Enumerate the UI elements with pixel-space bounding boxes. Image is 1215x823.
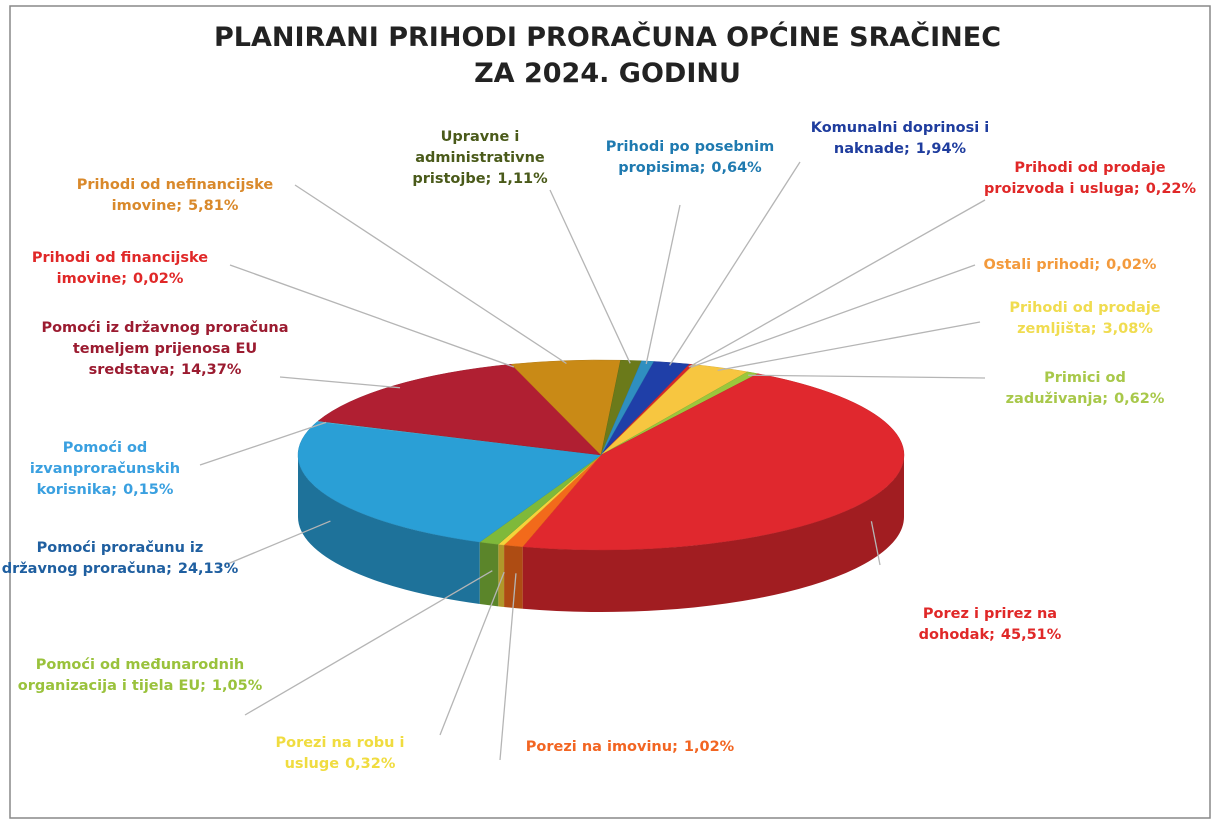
label-name: Ostali prihodi; xyxy=(983,257,1101,273)
data-label: Upravne i administrativne pristojbe; 1,11… xyxy=(380,127,580,190)
slice-side xyxy=(504,545,523,609)
chart-title: PLANIRANI PRIHODI PRORAČUNA OPĆINE SRAČI… xyxy=(213,22,1002,53)
label-value: 0,15% xyxy=(123,482,174,498)
data-label: Primici od zaduživanja; 0,62% xyxy=(970,368,1200,410)
label-value: 1,11% xyxy=(497,171,548,187)
slice-side xyxy=(298,455,480,605)
label-value: 1,94% xyxy=(915,141,967,157)
label-name: Prihodi od nefinancijske imovine; xyxy=(76,177,274,214)
data-label: Pomoći od međunarodnih organizacija i ti… xyxy=(15,655,265,697)
label-value: 3,08% xyxy=(1102,321,1153,337)
data-label: Prihodi od prodaje zemljišta; 3,08% xyxy=(980,298,1190,340)
label-name: Pomoći iz državnog proračuna temeljem pr… xyxy=(41,320,289,378)
label-value: 45,51% xyxy=(1000,627,1062,643)
data-label: Ostali prihodi; 0,02% xyxy=(955,255,1185,276)
data-label: Porezi na imovinu; 1,02% xyxy=(500,737,760,758)
leader-line xyxy=(199,421,327,466)
slice xyxy=(600,360,655,456)
data-label: Pomoći iz državnog proračuna temeljem pr… xyxy=(35,318,295,381)
leader-line xyxy=(439,571,505,736)
data-label: Porez i prirez na dohodak; 45,51% xyxy=(880,604,1100,646)
label-name: Komunalni doprinosi i naknade; xyxy=(810,120,990,157)
leader-line xyxy=(229,264,515,368)
slice-side xyxy=(479,542,499,607)
leader-line xyxy=(499,573,517,761)
leader-line xyxy=(748,374,986,379)
label-name: Porezi na imovinu; xyxy=(525,739,678,755)
leader-line xyxy=(870,521,881,566)
data-label: Porezi na robu i usluge 0,32% xyxy=(225,733,455,775)
leader-line xyxy=(690,264,976,368)
data-label: Pomoći proračunu iz državnog proračuna; 2… xyxy=(0,538,240,580)
label-name: Porezi na robu i usluge xyxy=(275,735,405,772)
label-name: Pomoći od međunarodnih organizacija i ti… xyxy=(17,657,245,694)
label-name: Upravne i administrativne pristojbe; xyxy=(412,129,545,187)
label-value: 1,05% xyxy=(211,678,263,694)
label-value: 0,32% xyxy=(345,756,396,772)
slice-side xyxy=(498,544,505,608)
leader-line xyxy=(549,189,631,364)
label-value: 0,22% xyxy=(1145,181,1197,197)
data-label: Komunalni doprinosi i naknade; 1,94% xyxy=(780,118,1020,160)
leader-line xyxy=(279,376,401,389)
slice-side xyxy=(522,455,904,613)
data-label: Pomoći od izvanproračunskih korisnika; 0,… xyxy=(5,438,205,501)
label-name: Primici od zaduživanja; xyxy=(1005,370,1126,407)
data-label: Prihodi od nefinancijske imovine; 5,81% xyxy=(45,175,305,217)
data-label: Prihodi od prodaje proizvoda i usluga; 0,… xyxy=(975,158,1205,200)
label-value: 1,02% xyxy=(683,739,735,755)
frame xyxy=(9,5,1211,819)
slice xyxy=(522,373,905,551)
label-name: Prihodi po posebnim propisima; xyxy=(605,139,775,176)
label-name: Prihodi od prodaje proizvoda i usluga; xyxy=(983,160,1166,197)
chart-title: ZA 2024. GODINU xyxy=(474,58,741,89)
label-name: Porez i prirez na dohodak; xyxy=(918,606,1058,643)
data-label: Prihodi od financijske imovine; 0,02% xyxy=(5,248,235,290)
leader-line xyxy=(224,520,331,566)
label-value: 5,81% xyxy=(188,198,239,214)
label-value: 0,64% xyxy=(711,160,762,176)
slice xyxy=(297,421,602,543)
label-value: 24,13% xyxy=(177,561,239,577)
label-value: 0,02% xyxy=(133,271,184,287)
leader-line xyxy=(294,184,567,365)
label-name: Pomoći od izvanproračunskih korisnika; xyxy=(29,440,181,498)
label-name: Prihodi od prodaje zemljišta; xyxy=(1009,300,1161,337)
leader-line xyxy=(244,570,493,716)
label-name: Pomoći proračunu iz državnog proračuna; xyxy=(1,540,204,577)
leader-line xyxy=(645,204,681,365)
label-value: 0,02% xyxy=(1106,257,1157,273)
data-label: Prihodi po posebnim propisima; 0,64% xyxy=(590,137,790,179)
label-name: Prihodi od financijske imovine; xyxy=(31,250,209,287)
label-value: 0,62% xyxy=(1114,391,1165,407)
leader-line xyxy=(717,321,981,372)
label-value: 14,37% xyxy=(180,362,242,378)
leader-line xyxy=(669,161,801,366)
slice xyxy=(317,364,602,456)
leader-line xyxy=(688,199,986,368)
